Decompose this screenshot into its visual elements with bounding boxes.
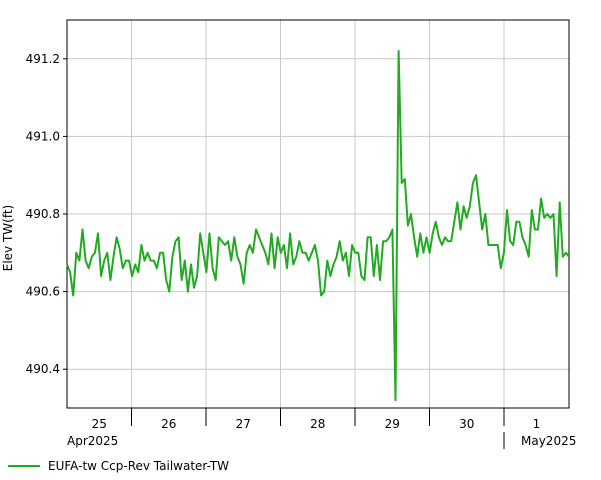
month-label: May2025 <box>521 434 576 448</box>
x-tick-label: 25 <box>92 417 107 431</box>
series-line <box>66 50 570 402</box>
x-tick-label: 29 <box>385 417 400 431</box>
x-tick-label: 30 <box>459 417 474 431</box>
y-axis-label: Elev TW(ft) <box>1 205 15 272</box>
y-tick-label: 490.6 <box>26 285 60 299</box>
y-tick-label: 491.0 <box>26 129 60 143</box>
x-tick-label: 26 <box>161 417 176 431</box>
x-tick-label: 1 <box>533 417 541 431</box>
month-label: Apr2025 <box>67 434 118 448</box>
legend-line-swatch <box>8 465 40 467</box>
grid <box>67 20 569 408</box>
x-tick-label: 28 <box>310 417 325 431</box>
legend: EUFA-tw Ccp-Rev Tailwater-TW <box>8 458 229 474</box>
axes: 490.4 490.6 490.8 491.0 491.2 25 26 27 28 29 30 1 Ap… <box>26 19 576 449</box>
y-tick-label: 490.8 <box>26 207 60 221</box>
x-tick-label: 27 <box>236 417 251 431</box>
y-tick-label: 491.2 <box>26 52 60 66</box>
y-tick-label: 490.4 <box>26 362 60 376</box>
legend-label: EUFA-tw Ccp-Rev Tailwater-TW <box>48 459 230 473</box>
series-layer <box>66 50 570 402</box>
